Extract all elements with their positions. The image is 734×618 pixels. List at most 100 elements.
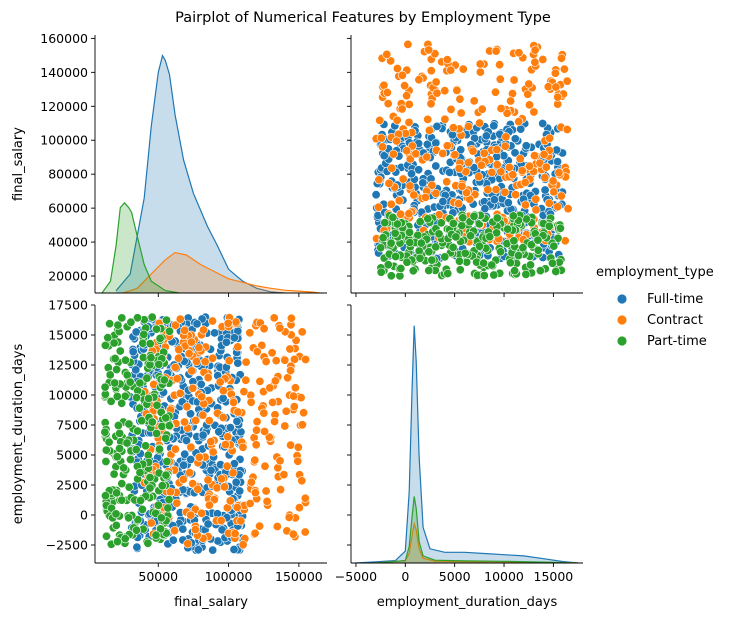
scatter-point [238,540,248,550]
scatter-point [146,518,156,528]
scatter-point [172,374,182,384]
scatter-point [279,470,289,480]
scatter-point [409,190,419,200]
scatter-point [474,241,484,251]
scatter-point [112,488,122,498]
scatter-point [411,149,421,159]
x-tick-label: 5000 [439,569,471,584]
scatter-point [388,149,398,159]
scatter-point [455,265,465,275]
scatter-point [382,49,392,59]
panels: 2000040000600008000010000012000014000016… [11,31,583,610]
scatter-point [259,324,269,334]
scatter-point [492,228,502,238]
scatter-point [218,412,228,422]
scatter-point [423,114,433,124]
scatter-point [103,333,113,343]
scatter-point [474,172,484,182]
scatter-point [483,185,493,195]
scatter-point [300,493,310,503]
scatter-point [406,169,416,179]
scatter-point [124,482,134,492]
scatter-point [145,472,155,482]
scatter-point [477,104,487,114]
scatter-point [426,66,436,76]
scatter-point [208,316,218,326]
scatter-point [142,373,152,383]
scatter-point [545,133,555,143]
scatter-point [100,382,110,392]
scatter-point [458,213,468,223]
scatter-point [161,413,171,423]
scatter-point [452,85,462,95]
scatter-point [155,444,165,454]
scatter-point [556,53,566,63]
scatter-point [379,151,389,161]
scatter-point [489,121,499,131]
scatter-point [131,365,141,375]
scatter-point [174,353,184,363]
scatter-point [163,503,173,513]
scatter-point [415,253,425,263]
x-tick-label: 10000 [484,569,524,584]
scatter-point [179,460,189,470]
scatter-point [115,428,125,438]
scatter-point [400,81,410,91]
scatter-point [503,224,513,234]
scatter-point [216,516,226,526]
scatter-point [508,211,518,221]
scatter-point [186,510,196,520]
scatter-point [533,245,543,255]
scatter-point [229,333,239,343]
scatter-point [137,504,147,514]
scatter-point [540,185,550,195]
scatter-point [132,393,142,403]
scatter-point [165,326,175,336]
scatter-point [487,260,497,270]
scatter-point [442,141,452,151]
scatter-point [159,375,169,385]
scatter-point [245,328,255,338]
scatter-point [492,213,502,223]
scatter-point [383,99,393,109]
legend-label-full-time: Full-time [647,292,703,307]
plot-area [101,54,321,293]
scatter-point [208,545,218,555]
scatter-point [170,526,180,536]
scatter-point [301,354,311,364]
scatter-point [500,141,510,151]
scatter-point [432,88,442,98]
scatter-point [152,400,162,410]
scatter-point [271,356,281,366]
scatter-point [440,252,450,262]
scatter-point [402,257,412,267]
scatter-point [418,178,428,188]
scatter-point [438,149,448,159]
panel-employment_duration_days-vs-employment_duration_days: −5000 0 5000 10000 15000 employment_duration_… [335,304,583,610]
kde-fill-contract [375,523,579,563]
scatter-point [427,255,437,265]
scatter-point [491,185,501,195]
scatter-point [487,167,497,177]
scatter-point [187,366,197,376]
scatter-point [510,134,520,144]
scatter-point [198,410,208,420]
scatter-point [424,45,434,55]
scatter-point [297,420,307,430]
scatter-point [257,340,267,350]
scatter-point [120,534,130,544]
scatter-point [133,313,143,323]
scatter-point [479,270,489,280]
scatter-point [285,344,295,354]
scatter-point [289,391,299,401]
scatter-point [551,82,561,92]
scatter-point [171,320,181,330]
scatter-point [135,403,145,413]
scatter-point [109,469,119,479]
scatter-point [265,383,275,393]
scatter-point [289,402,299,412]
scatter-point [145,483,155,493]
scatter-point [126,454,136,464]
scatter-point [405,181,415,191]
scatter-point [121,355,131,365]
